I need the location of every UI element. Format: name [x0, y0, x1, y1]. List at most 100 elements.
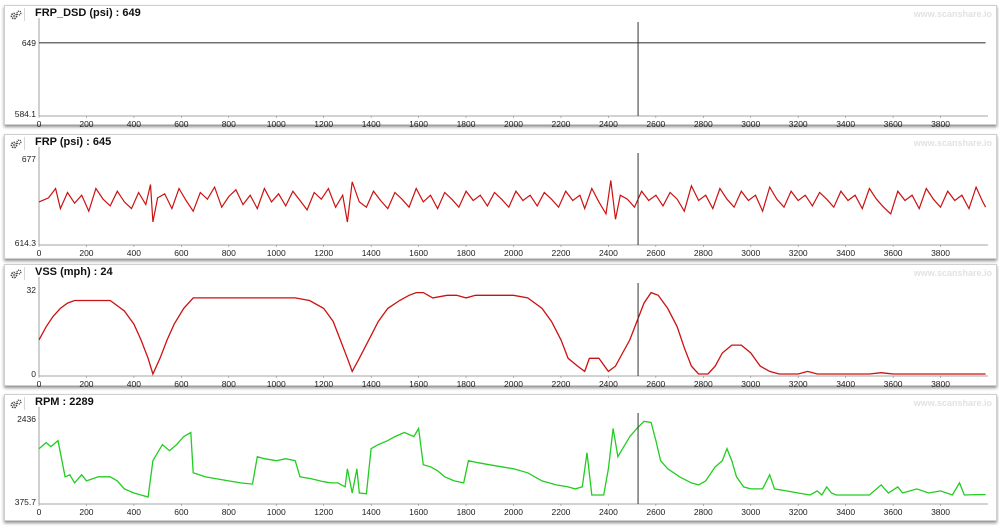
x-tick-label: 400: [127, 507, 141, 517]
x-tick-label: 1600: [409, 379, 428, 389]
x-tick-label: 2200: [551, 507, 570, 517]
x-tick-label: 400: [127, 379, 141, 389]
x-tick-label: 0: [37, 379, 42, 389]
x-tick-label: 2000: [504, 507, 523, 517]
y-tick-label: 32: [27, 285, 37, 295]
watermark: www.scanshare.io: [913, 9, 992, 19]
panel-header: VSS (mph) : 24 www.scanshare.io: [5, 265, 996, 281]
x-tick-label: 3800: [931, 379, 950, 389]
x-tick-label: 600: [174, 507, 188, 517]
x-tick-label: 2400: [599, 507, 618, 517]
x-tick-label: 2800: [694, 507, 713, 517]
x-tick-label: 2600: [646, 379, 665, 389]
x-tick-label: 600: [174, 119, 188, 129]
x-tick-label: 600: [174, 379, 188, 389]
x-tick-label: 2800: [694, 379, 713, 389]
x-tick-label: 1800: [457, 248, 476, 258]
y-tick-label: 0: [31, 369, 36, 379]
panel-header: FRP (psi) : 645 www.scanshare.io: [5, 135, 996, 151]
x-tick-label: 2400: [599, 119, 618, 129]
x-tick-label: 200: [79, 119, 93, 129]
gears-icon[interactable]: [8, 267, 25, 280]
x-tick-label: 2400: [599, 379, 618, 389]
x-tick-label: 400: [127, 248, 141, 258]
x-tick-label: 1200: [314, 507, 333, 517]
y-tick-label: 2436: [17, 414, 36, 424]
rpm-panel: RPM : 2289 www.scanshare.io 2436 375.7 0 20…: [4, 394, 997, 521]
x-tick-label: 3800: [931, 119, 950, 129]
x-tick-label: 0: [37, 119, 42, 129]
rpm-line: [38, 420, 986, 498]
x-tick-label: 2600: [646, 119, 665, 129]
x-tick-label: 3600: [884, 507, 903, 517]
x-tick-label: 3400: [836, 379, 855, 389]
x-tick-label: 3800: [931, 248, 950, 258]
x-tick-label: 3400: [836, 119, 855, 129]
x-tick-label: 200: [79, 507, 93, 517]
gears-glyph: [10, 9, 22, 19]
x-tick-label: 2400: [599, 248, 618, 258]
plot-area[interactable]: 3200 200 400 600 800 1000 1200 1400 1600 1800 2000…: [5, 265, 996, 389]
x-tick-label: 2800: [694, 248, 713, 258]
panel-title: FRP_DSD (psi) : 649: [35, 7, 141, 19]
x-tick-label: 3000: [741, 379, 760, 389]
gears-icon[interactable]: [8, 8, 25, 21]
x-tick-label: 800: [222, 379, 236, 389]
plot-area[interactable]: 649 584.10 200 400 600 800 1000 1200 1400 1600 180…: [5, 6, 996, 129]
x-tick-label: 200: [79, 248, 93, 258]
x-tick-label: 1400: [362, 507, 381, 517]
plot-area[interactable]: 2436 375.70 200 400 600 800 1000 1200 1400 1600 18…: [5, 395, 996, 520]
frp-dsd-panel: FRP_DSD (psi) : 649 www.scanshare.io 649…: [4, 5, 997, 129]
x-tick-label: 3200: [789, 379, 808, 389]
x-tick-label: 800: [222, 507, 236, 517]
x-tick-label: 1000: [267, 248, 286, 258]
x-tick-label: 3200: [789, 248, 808, 258]
x-tick-label: 1400: [362, 248, 381, 258]
y-tick-label: 677: [22, 154, 36, 164]
x-tick-label: 3400: [836, 507, 855, 517]
x-tick-label: 1800: [457, 119, 476, 129]
gears-icon[interactable]: [8, 397, 25, 410]
y-tick-label: 614.3: [15, 238, 37, 248]
x-tick-label: 1000: [267, 379, 286, 389]
frp-panel: FRP (psi) : 645 www.scanshare.io 677 614.…: [4, 134, 997, 259]
x-tick-label: 1600: [409, 248, 428, 258]
frp-line: [38, 180, 987, 223]
watermark: www.scanshare.io: [913, 398, 992, 408]
y-tick-label: 375.7: [15, 497, 37, 507]
x-tick-label: 2800: [694, 119, 713, 129]
watermark: www.scanshare.io: [913, 138, 992, 148]
x-tick-label: 0: [37, 248, 42, 258]
x-tick-label: 1800: [457, 379, 476, 389]
x-tick-label: 3600: [884, 248, 903, 258]
x-tick-label: 800: [222, 248, 236, 258]
x-tick-label: 3800: [931, 507, 950, 517]
x-tick-label: 2600: [646, 248, 665, 258]
x-tick-label: 400: [127, 119, 141, 129]
panel-title: FRP (psi) : 645: [35, 136, 112, 148]
y-tick-label: 584.1: [15, 109, 37, 119]
x-tick-label: 2600: [646, 507, 665, 517]
gears-glyph: [10, 268, 22, 278]
x-tick-label: 1200: [314, 119, 333, 129]
panel-header: FRP_DSD (psi) : 649 www.scanshare.io: [5, 6, 996, 22]
x-tick-label: 200: [79, 379, 93, 389]
x-tick-label: 3000: [741, 119, 760, 129]
panel-title: RPM : 2289: [35, 396, 94, 408]
x-tick-label: 1000: [267, 119, 286, 129]
x-tick-label: 1400: [362, 379, 381, 389]
vss-line: [38, 291, 986, 376]
x-tick-label: 3200: [789, 119, 808, 129]
x-tick-label: 3200: [789, 507, 808, 517]
gears-glyph: [10, 138, 22, 148]
x-tick-label: 2200: [551, 379, 570, 389]
gears-glyph: [10, 398, 22, 408]
gears-icon[interactable]: [8, 137, 25, 150]
plot-area[interactable]: 677 614.30 200 400 600 800 1000 1200 1400 1600 180…: [5, 135, 996, 258]
x-tick-label: 2200: [551, 119, 570, 129]
x-tick-label: 3000: [741, 507, 760, 517]
x-tick-label: 1800: [457, 507, 476, 517]
x-tick-label: 3000: [741, 248, 760, 258]
x-tick-label: 3600: [884, 379, 903, 389]
x-tick-label: 600: [174, 248, 188, 258]
